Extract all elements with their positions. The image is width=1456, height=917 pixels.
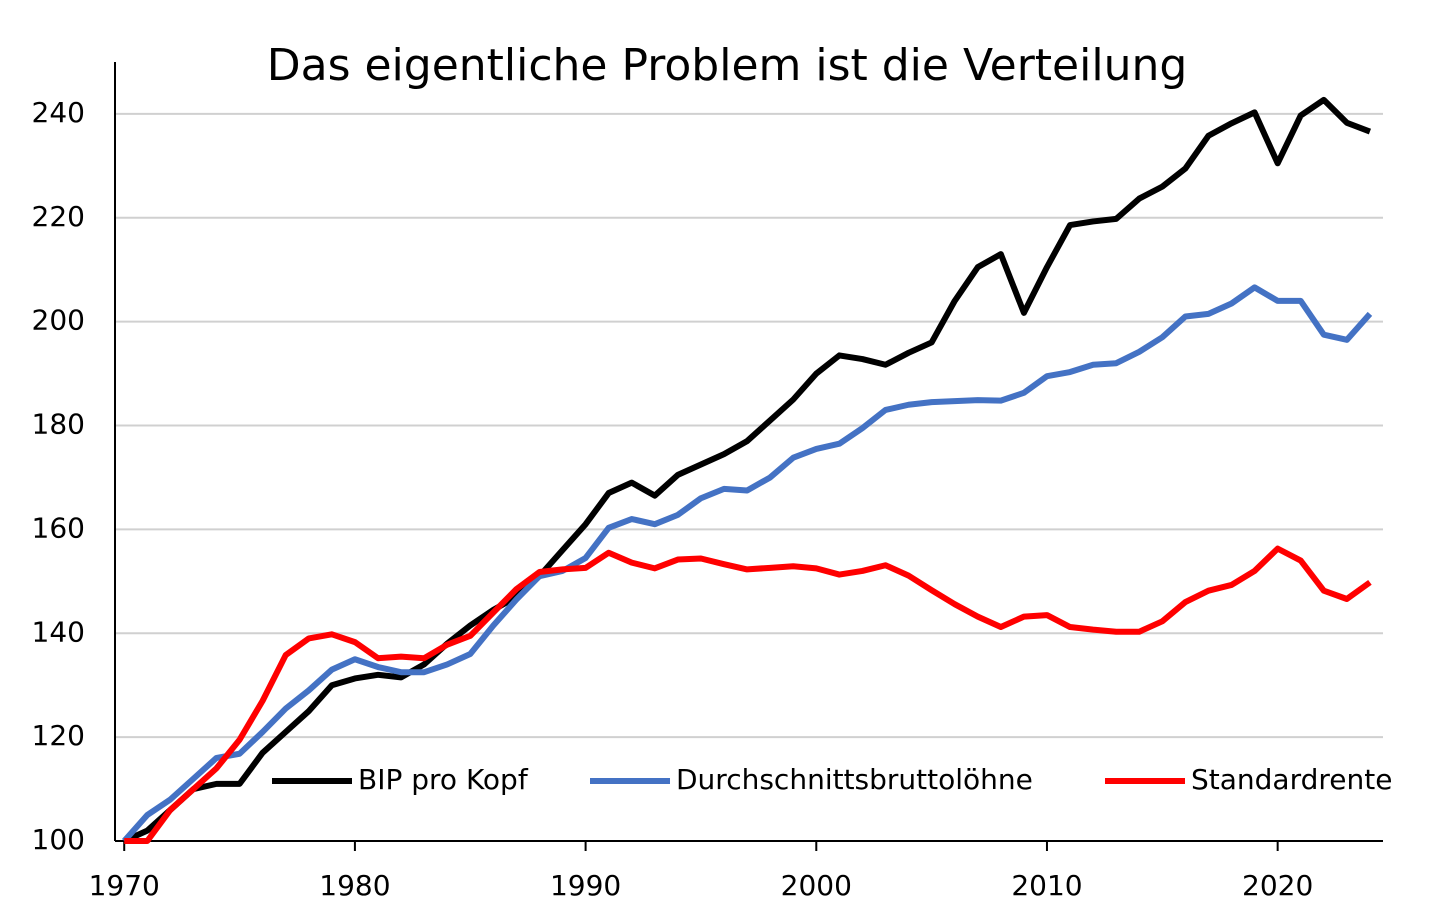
x-tick-label: 1980 xyxy=(319,869,390,902)
x-tick-label: 2010 xyxy=(1011,869,1082,902)
y-tick-label: 240 xyxy=(32,96,85,129)
y-tick-label: 220 xyxy=(32,200,85,233)
y-tick-label: 140 xyxy=(32,615,85,648)
x-tick-label: 2020 xyxy=(1242,869,1313,902)
x-tick-label: 2000 xyxy=(781,869,852,902)
y-tick-label: 160 xyxy=(32,511,85,544)
x-tick-label: 1970 xyxy=(89,869,160,902)
y-tick-label: 180 xyxy=(32,408,85,441)
chart-title: Das eigentliche Problem ist die Verteilu… xyxy=(267,40,1188,91)
y-tick-label: 120 xyxy=(32,719,85,752)
y-tick-label: 100 xyxy=(32,823,85,856)
y-tick-label: 200 xyxy=(32,304,85,337)
x-tick-label: 1990 xyxy=(550,869,621,902)
legend-label: Durchschnittsbruttolöhne xyxy=(676,763,1033,796)
legend-label: Standardrente xyxy=(1191,763,1392,796)
legend-label: BIP pro Kopf xyxy=(358,763,529,796)
series-line xyxy=(121,284,1373,843)
series-line xyxy=(124,545,1372,844)
series-line xyxy=(122,96,1372,844)
